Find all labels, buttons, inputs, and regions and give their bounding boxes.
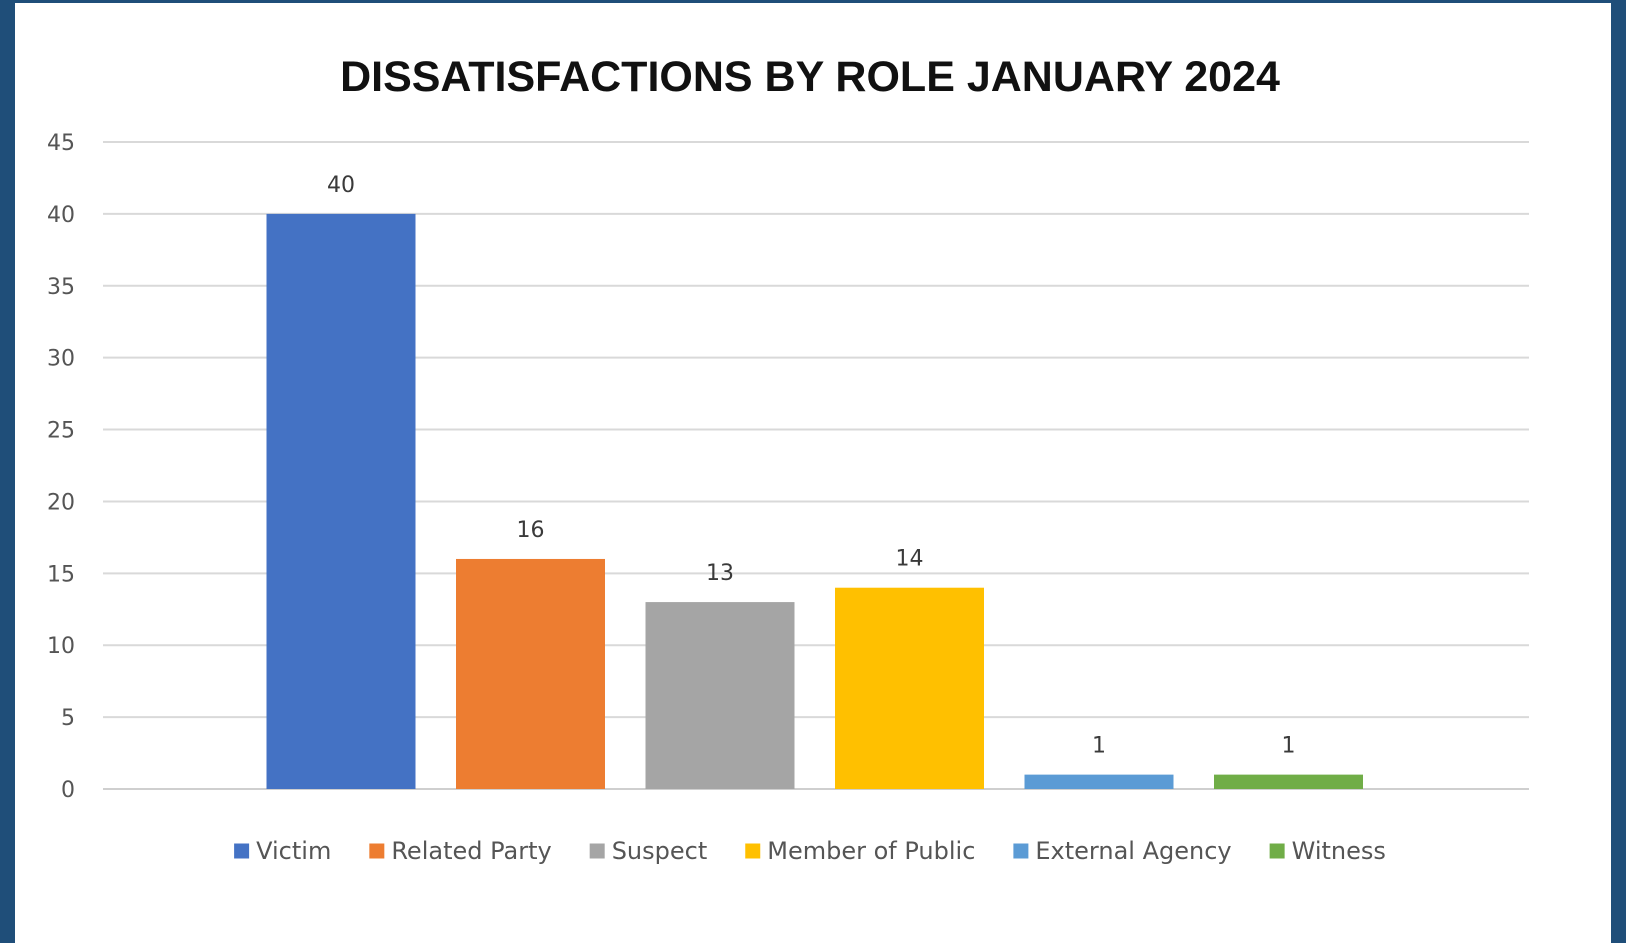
y-tick-label: 5 xyxy=(61,706,75,731)
legend-item-victim: Victim xyxy=(234,837,331,865)
legend-label: Suspect xyxy=(612,837,708,865)
legend-item-external-agency: External Agency xyxy=(1013,837,1232,865)
y-tick-label: 15 xyxy=(47,562,75,587)
bar-chart: DISSATISFACTIONS BY ROLE JANUARY 2024 0 5… xyxy=(47,53,1529,865)
chart-panel: DISSATISFACTIONS BY ROLE JANUARY 2024 0 5… xyxy=(15,3,1611,943)
data-label-victim: 40 xyxy=(327,173,355,198)
legend-item-witness: Witness xyxy=(1269,837,1386,865)
legend-label: Witness xyxy=(1292,837,1386,865)
y-tick-label: 25 xyxy=(47,419,75,444)
legend-swatch xyxy=(369,843,385,859)
legend-swatch xyxy=(745,843,761,859)
data-label-related-party: 16 xyxy=(517,518,545,543)
legend-swatch xyxy=(589,843,605,859)
data-label-external-agency: 1 xyxy=(1092,734,1106,759)
legend-label: Victim xyxy=(256,837,331,865)
bars xyxy=(266,213,1363,789)
legend-label: Member of Public xyxy=(767,837,975,865)
legend-label: External Agency xyxy=(1035,837,1231,865)
y-tick-label: 35 xyxy=(47,275,75,300)
y-tick-label: 10 xyxy=(47,634,75,659)
bar-suspect xyxy=(645,602,795,789)
y-tick-label: 30 xyxy=(47,347,75,372)
y-axis: 0 5 10 15 20 25 30 35 40 45 xyxy=(47,131,75,803)
legend-item-related-party: Related Party xyxy=(369,837,552,865)
chart-title: DISSATISFACTIONS BY ROLE JANUARY 2024 xyxy=(340,53,1280,101)
y-tick-label: 45 xyxy=(47,131,75,156)
data-label-member-of-public: 14 xyxy=(896,547,924,572)
legend-swatch xyxy=(234,843,250,859)
data-label-suspect: 13 xyxy=(706,561,734,586)
data-label-witness: 1 xyxy=(1282,734,1296,759)
bar-related-party xyxy=(456,558,605,789)
legend-item-suspect: Suspect xyxy=(589,837,708,865)
legend-label: Related Party xyxy=(391,837,551,865)
bar-member-of-public xyxy=(835,587,984,789)
legend-swatch xyxy=(1013,843,1029,859)
y-tick-label: 20 xyxy=(47,490,75,515)
legend-item-member-of-public: Member of Public xyxy=(745,837,975,865)
y-tick-label: 0 xyxy=(61,778,75,803)
legend: Victim Related Party Suspect Member of Publ… xyxy=(234,837,1386,865)
data-labels: 40 16 13 14 1 1 xyxy=(327,173,1296,759)
bar-victim xyxy=(266,213,416,789)
legend-swatch xyxy=(1269,843,1285,859)
bar-external-agency xyxy=(1024,774,1174,789)
y-tick-label: 40 xyxy=(47,203,75,228)
bar-witness xyxy=(1214,774,1363,789)
